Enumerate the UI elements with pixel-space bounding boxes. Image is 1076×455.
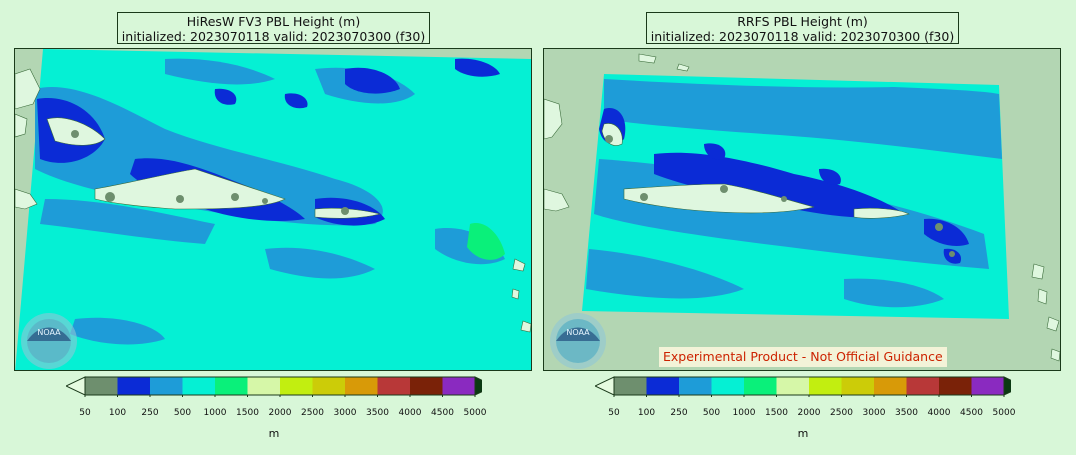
left-title-line1: HiResW FV3 PBL Height (m) [186, 14, 361, 29]
right-logo-text: NOAA [566, 328, 590, 337]
colorbar-swatch [776, 377, 810, 395]
colorbar-swatch [442, 377, 476, 395]
right-title-line1: RRFS PBL Height (m) [737, 14, 868, 29]
colorbar-swatch [906, 377, 940, 395]
left-colorbar-swatches [66, 376, 482, 397]
colorbar-tick-label: 5000 [463, 408, 487, 418]
colorbar-swatch [939, 377, 972, 395]
colorbar-over-arrow [474, 376, 482, 396]
colorbar-under-arrow [595, 376, 615, 396]
colorbar-tick-label: 1000 [732, 408, 756, 418]
colorbar-swatch [85, 377, 118, 395]
colorbar-tick-label: 3500 [366, 408, 389, 418]
colorbar-tick-label: 2000 [268, 408, 292, 418]
colorbar-swatch [809, 377, 842, 395]
colorbar-tick-label: 2000 [797, 408, 821, 418]
colorbar-tick-label: 2500 [301, 408, 324, 418]
colorbar-tick-label: 100 [108, 408, 127, 418]
colorbar-swatch [744, 377, 777, 395]
right-title-line2: initialized: 2023070118 valid: 202307030… [650, 29, 955, 44]
colorbar-swatch [150, 377, 183, 395]
colorbar-tick-label: 3000 [862, 408, 886, 418]
right-map: NOAA Experimental Product - Not Official… [543, 48, 1061, 371]
colorbar-tick-label: 3500 [895, 408, 918, 418]
right-panel: RRFS PBL Height (m) initialized: 2023070… [543, 0, 1063, 455]
left-colorbar-ticks: 50 100 250 500 1000 1500 2000 2500 3000 3500 4000 4… [79, 408, 486, 420]
colorbar-tick-label: 3000 [333, 408, 357, 418]
colorbar-swatch [679, 377, 712, 395]
right-panel-title: RRFS PBL Height (m) initialized: 2023070… [646, 12, 959, 44]
left-title-line2: initialized: 2023070118 valid: 202307030… [121, 29, 426, 44]
right-colorbar-swatches [595, 376, 1011, 397]
colorbar-swatch [971, 377, 1005, 395]
colorbar-swatch [182, 377, 216, 395]
colorbar-tick-label: 4000 [398, 408, 422, 418]
colorbar-swatch [345, 377, 378, 395]
left-panel-title: HiResW FV3 PBL Height (m) initialized: 2… [117, 12, 430, 44]
colorbar-swatch [874, 377, 907, 395]
colorbar-swatch [377, 377, 411, 395]
colorbar-tick-label: 1500 [765, 408, 788, 418]
colorbar-tick-label: 4000 [927, 408, 951, 418]
colorbar-tick-label: 1000 [203, 408, 227, 418]
colorbar-over-arrow [1003, 376, 1011, 396]
colorbar-swatch [614, 377, 647, 395]
colorbar-tick-label: 1500 [236, 408, 259, 418]
colorbar-tick-label: 4500 [960, 408, 983, 418]
colorbar-swatch [646, 377, 680, 395]
colorbar-tick-label: 500 [173, 408, 192, 418]
colorbar-tick-label: 50 [79, 408, 91, 418]
colorbar-swatch [410, 377, 443, 395]
left-panel: HiResW FV3 PBL Height (m) initialized: 2… [14, 0, 534, 455]
colorbar-swatch [215, 377, 248, 395]
colorbar-tick-label: 2500 [830, 408, 853, 418]
colorbar-swatch [247, 377, 281, 395]
colorbar-swatch [841, 377, 875, 395]
colorbar-under-arrow [66, 376, 86, 396]
noaa-logo-icon: NOAA [550, 313, 606, 369]
colorbar-swatch [280, 377, 313, 395]
left-colorbar [66, 376, 482, 397]
left-logo-text: NOAA [37, 328, 61, 337]
colorbar-tick-label: 100 [637, 408, 656, 418]
left-map: NOAA [14, 48, 532, 371]
colorbar-tick-label: 250 [670, 408, 688, 418]
right-colorbar-unit: m [797, 427, 809, 440]
colorbar-tick-label: 5000 [992, 408, 1016, 418]
right-colorbar-ticks: 50 100 250 500 1000 1500 2000 2500 3000 3500 4000 4… [608, 408, 1015, 420]
colorbar-tick-label: 250 [141, 408, 159, 418]
colorbar-swatch [117, 377, 151, 395]
colorbar-tick-label: 500 [702, 408, 721, 418]
colorbar-swatch [312, 377, 346, 395]
colorbar-swatch [711, 377, 745, 395]
right-colorbar [595, 376, 1011, 397]
colorbar-tick-label: 4500 [431, 408, 454, 418]
colorbar-tick-label: 50 [608, 408, 620, 418]
left-colorbar-unit: m [268, 427, 280, 440]
noaa-logo-icon: NOAA [21, 313, 77, 369]
experimental-disclaimer: Experimental Product - Not Official Guid… [659, 347, 947, 367]
